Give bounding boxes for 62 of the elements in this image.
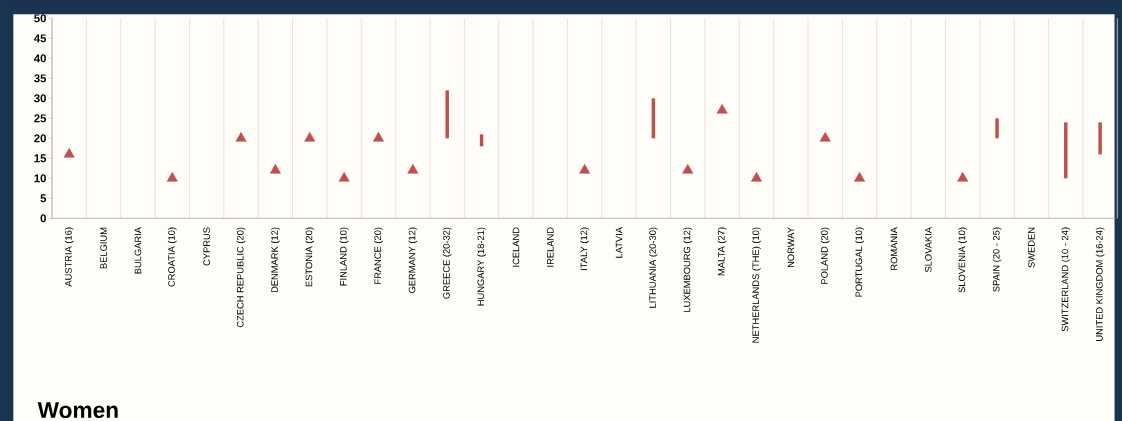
x-tick-label: GERMANY (12) <box>408 227 418 293</box>
x-tick-label: FINLAND (10) <box>339 227 349 286</box>
point <box>682 164 694 174</box>
point <box>166 172 178 182</box>
y-tick-label: 5 <box>40 194 47 203</box>
x-tick-label: AUSTRIA (16) <box>64 227 74 287</box>
y-tick-label: 30 <box>34 94 46 103</box>
y-tick-label: 50 <box>34 14 46 23</box>
x-tick-label: UNITED KINGDOM (16-24) <box>1095 227 1105 341</box>
x-tick-label: LITHUANIA (20-30) <box>649 227 658 308</box>
bar <box>995 118 999 139</box>
x-tick-label: CZECH REPUBLIC (20) <box>236 227 246 328</box>
bar <box>445 90 449 139</box>
x-tick-label: POLAND (20) <box>820 227 830 284</box>
x-tick-label: ITALY (12) <box>580 227 590 270</box>
x-tick-label: SWITZERLAND (10 - 24) <box>1061 227 1071 332</box>
x-tick-label: SLOVENIA (10) <box>958 227 968 293</box>
x-tick-label: ROMANIA <box>890 227 898 270</box>
x-tick-label: CYPRUS <box>203 227 210 266</box>
x-tick-label: IRELAND <box>547 227 554 267</box>
y-tick-label: 0 <box>40 214 46 223</box>
point <box>854 172 866 182</box>
point <box>338 172 350 182</box>
point <box>957 172 969 182</box>
x-tick-label: FRANCE (20) <box>374 227 383 284</box>
y-tick-label: 35 <box>34 74 47 83</box>
x-tick-label: GREECE (20-32) <box>442 227 452 299</box>
x-tick-label: CROATIA (10) <box>167 227 177 287</box>
point <box>63 148 75 158</box>
x-tick-label: SWEDEN <box>1028 227 1035 268</box>
text: Women <box>37 402 118 419</box>
bar <box>1064 122 1068 179</box>
y-tick-label: 45 <box>33 34 47 43</box>
y-tick-label: 25 <box>34 114 47 123</box>
point <box>407 164 419 174</box>
y-tick-label: 20 <box>34 134 46 143</box>
x-tick-label: NETHERLANDS (THE) (10) <box>752 227 761 343</box>
x-tick-label: LATVIA <box>615 227 623 258</box>
y-tick-label: 15 <box>34 154 47 163</box>
x-tick-label: MALTA (27) <box>717 227 727 276</box>
point <box>579 164 591 174</box>
x-tick-label: ICELAND <box>512 227 520 267</box>
point <box>235 132 247 142</box>
x-tick-label: HUNGARY (18-21) <box>477 227 486 306</box>
y-tick-label: 40 <box>33 54 46 63</box>
x-tick-label: NORWAY <box>787 227 795 268</box>
point <box>751 172 762 182</box>
x-tick-label: PORTUGAL (10) <box>855 227 864 297</box>
point <box>373 132 384 142</box>
x-tick-label: ESTONIA (20) <box>305 227 315 287</box>
y-tick-label: 10 <box>34 174 46 183</box>
x-tick-label: BELGIUM <box>100 227 107 269</box>
point <box>716 104 728 114</box>
x-tick-label: DENMARK (12) <box>271 227 280 293</box>
x-tick-label: BULGARIA <box>134 227 142 274</box>
point <box>269 164 281 174</box>
bar <box>1098 122 1102 155</box>
point <box>819 132 831 142</box>
x-tick-label: LUXEMBOURG (12) <box>683 227 693 312</box>
x-tick-label: SLOVAKIA <box>925 227 932 273</box>
x-tick-label: SPAIN (20 - 25) <box>992 227 1002 292</box>
point <box>304 132 316 142</box>
